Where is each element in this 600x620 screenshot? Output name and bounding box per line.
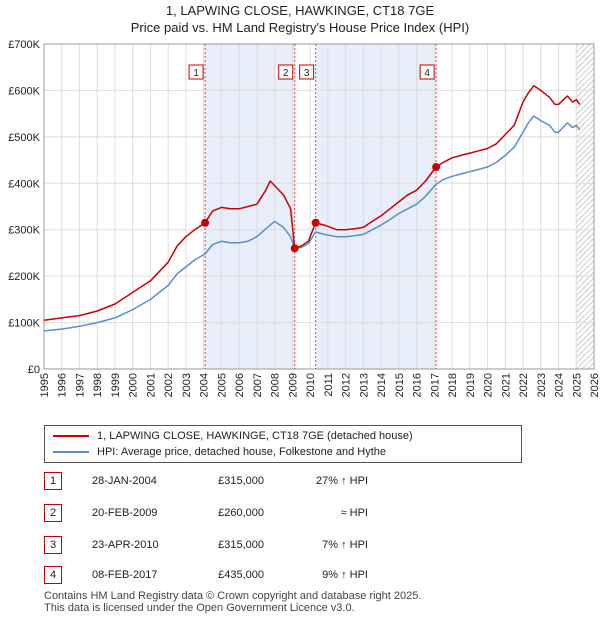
series-line-property [43,85,581,322]
footer: Contains HM Land Registry data © Crown c… [44,590,421,614]
x-tick-label: 1999 [110,373,122,397]
legend-item-hpi: HPI: Average price, detached house, Folk… [53,444,386,460]
x-tick-label: 1997 [74,373,86,397]
x-tick-label: 1998 [92,373,104,397]
sale-marker-box [419,64,435,80]
x-tick-label: 2011 [323,373,335,397]
sale-marker-badge: 2 [44,504,62,522]
price-chart: £0 £100K £200K £300K £400K £500K £600K £700K 199… [8,39,600,397]
sale-hpi-comparison: 9% ↑ HPI [322,569,368,581]
x-tick-label: 2001 [145,373,157,397]
table-row: 4 08-FEB-2017 £435,000 9% ↑ HPI [44,566,444,584]
y-tick-label: £600K [8,85,40,97]
sale-marker-box [278,64,294,80]
legend: 1, LAPWING CLOSE, HAWKINGE, CT18 7GE (de… [44,425,522,463]
x-tick-label: 2012 [341,373,353,397]
x-tick-label: 2024 [554,373,566,397]
x-tick-label: 2004 [199,373,211,397]
x-tick-label: 1995 [39,373,51,397]
footer-line-2: This data is licensed under the Open Gov… [44,602,355,614]
table-row: 2 20-FEB-2009 £260,000 ≈ HPI [44,504,444,522]
x-tick-label: 2013 [358,373,370,397]
sale-hpi-comparison: ≈ HPI [340,507,368,519]
plot-border [43,43,595,370]
sale-marker-badge: 4 [44,566,62,584]
sale-hpi-comparison: 7% ↑ HPI [322,539,368,551]
title-line-1: 1, LAPWING CLOSE, HAWKINGE, CT18 7GE [165,3,435,18]
sale-point [290,244,299,253]
x-tick-label: 2002 [163,373,175,397]
x-tick-label: 2014 [376,373,388,397]
x-tick-label: 2026 [589,373,600,397]
legend-swatch-hpi [53,451,89,454]
y-tick-label: £200K [8,271,40,283]
y-tick-label: £700K [8,39,40,51]
x-tick-label: 2003 [181,373,193,397]
y-tick-label: £0 [28,364,40,376]
y-tick-label: £300K [8,225,40,237]
x-tick-label: 2015 [394,373,406,397]
y-tick-label: £100K [8,318,40,330]
sale-price: £315,000 [218,475,264,487]
x-tick-label: 2020 [483,373,495,397]
footer-line-1: Contains HM Land Registry data © Crown c… [44,590,422,602]
sale-price: £435,000 [218,569,264,581]
x-tick-label: 2007 [252,373,264,397]
sale-period-band [315,44,437,369]
x-tick-label: 2016 [412,373,424,397]
sale-point [432,163,441,172]
sale-marker-label: 3 [304,68,310,79]
legend-swatch-property [53,435,89,438]
y-tick-label: £500K [8,132,40,144]
series-line-hpi [43,115,581,332]
sale-marker-badge: 3 [44,536,62,554]
x-tick-label: 2009 [287,373,299,397]
sale-price: £260,000 [218,507,264,519]
sale-marker-label: 4 [424,68,430,79]
sale-marker-label: 1 [193,68,199,79]
x-tick-label: 2017 [429,373,441,397]
sale-point [311,218,320,227]
sale-price: £315,000 [218,539,264,551]
sale-point [201,218,210,227]
legend-label-hpi: HPI: Average price, detached house, Folk… [97,446,387,458]
x-tick-label: 2022 [518,373,530,397]
sale-date: 08-FEB-2017 [92,569,158,581]
sale-marker-label: 2 [283,68,289,79]
sale-marker-badge: 1 [44,472,62,490]
x-tick-label: 1996 [57,373,69,397]
title-line-2: Price paid vs. HM Land Registry's House … [130,20,470,35]
table-row: 1 28-JAN-2004 £315,000 27% ↑ HPI [44,472,444,490]
x-tick-label: 2000 [128,373,140,397]
x-tick-label: 2023 [536,373,548,397]
x-tick-label: 2018 [447,373,459,397]
legend-label-property: 1, LAPWING CLOSE, HAWKINGE, CT18 7GE (de… [97,430,413,442]
table-row: 3 23-APR-2010 £315,000 7% ↑ HPI [44,536,444,554]
sale-marker-box [299,64,315,80]
sale-date: 20-FEB-2009 [92,507,158,519]
sale-hpi-comparison: 27% ↑ HPI [316,475,368,487]
x-tick-label: 2025 [571,373,583,397]
y-tick-label: £400K [8,178,40,190]
sale-date: 28-JAN-2004 [92,475,157,487]
x-tick-label: 2019 [465,373,477,397]
sale-date: 23-APR-2010 [92,539,159,551]
chart-title: 1, LAPWING CLOSE, HAWKINGE, CT18 7GE Pri… [0,2,600,36]
x-tick-label: 2006 [234,373,246,397]
legend-item-property: 1, LAPWING CLOSE, HAWKINGE, CT18 7GE (de… [53,428,413,444]
forecast-hatch-area [576,44,594,369]
x-tick-label: 2010 [305,373,317,397]
sale-marker-box [188,64,204,80]
x-tick-label: 2005 [216,373,228,397]
x-tick-label: 2008 [270,373,282,397]
x-tick-label: 2021 [500,373,512,397]
